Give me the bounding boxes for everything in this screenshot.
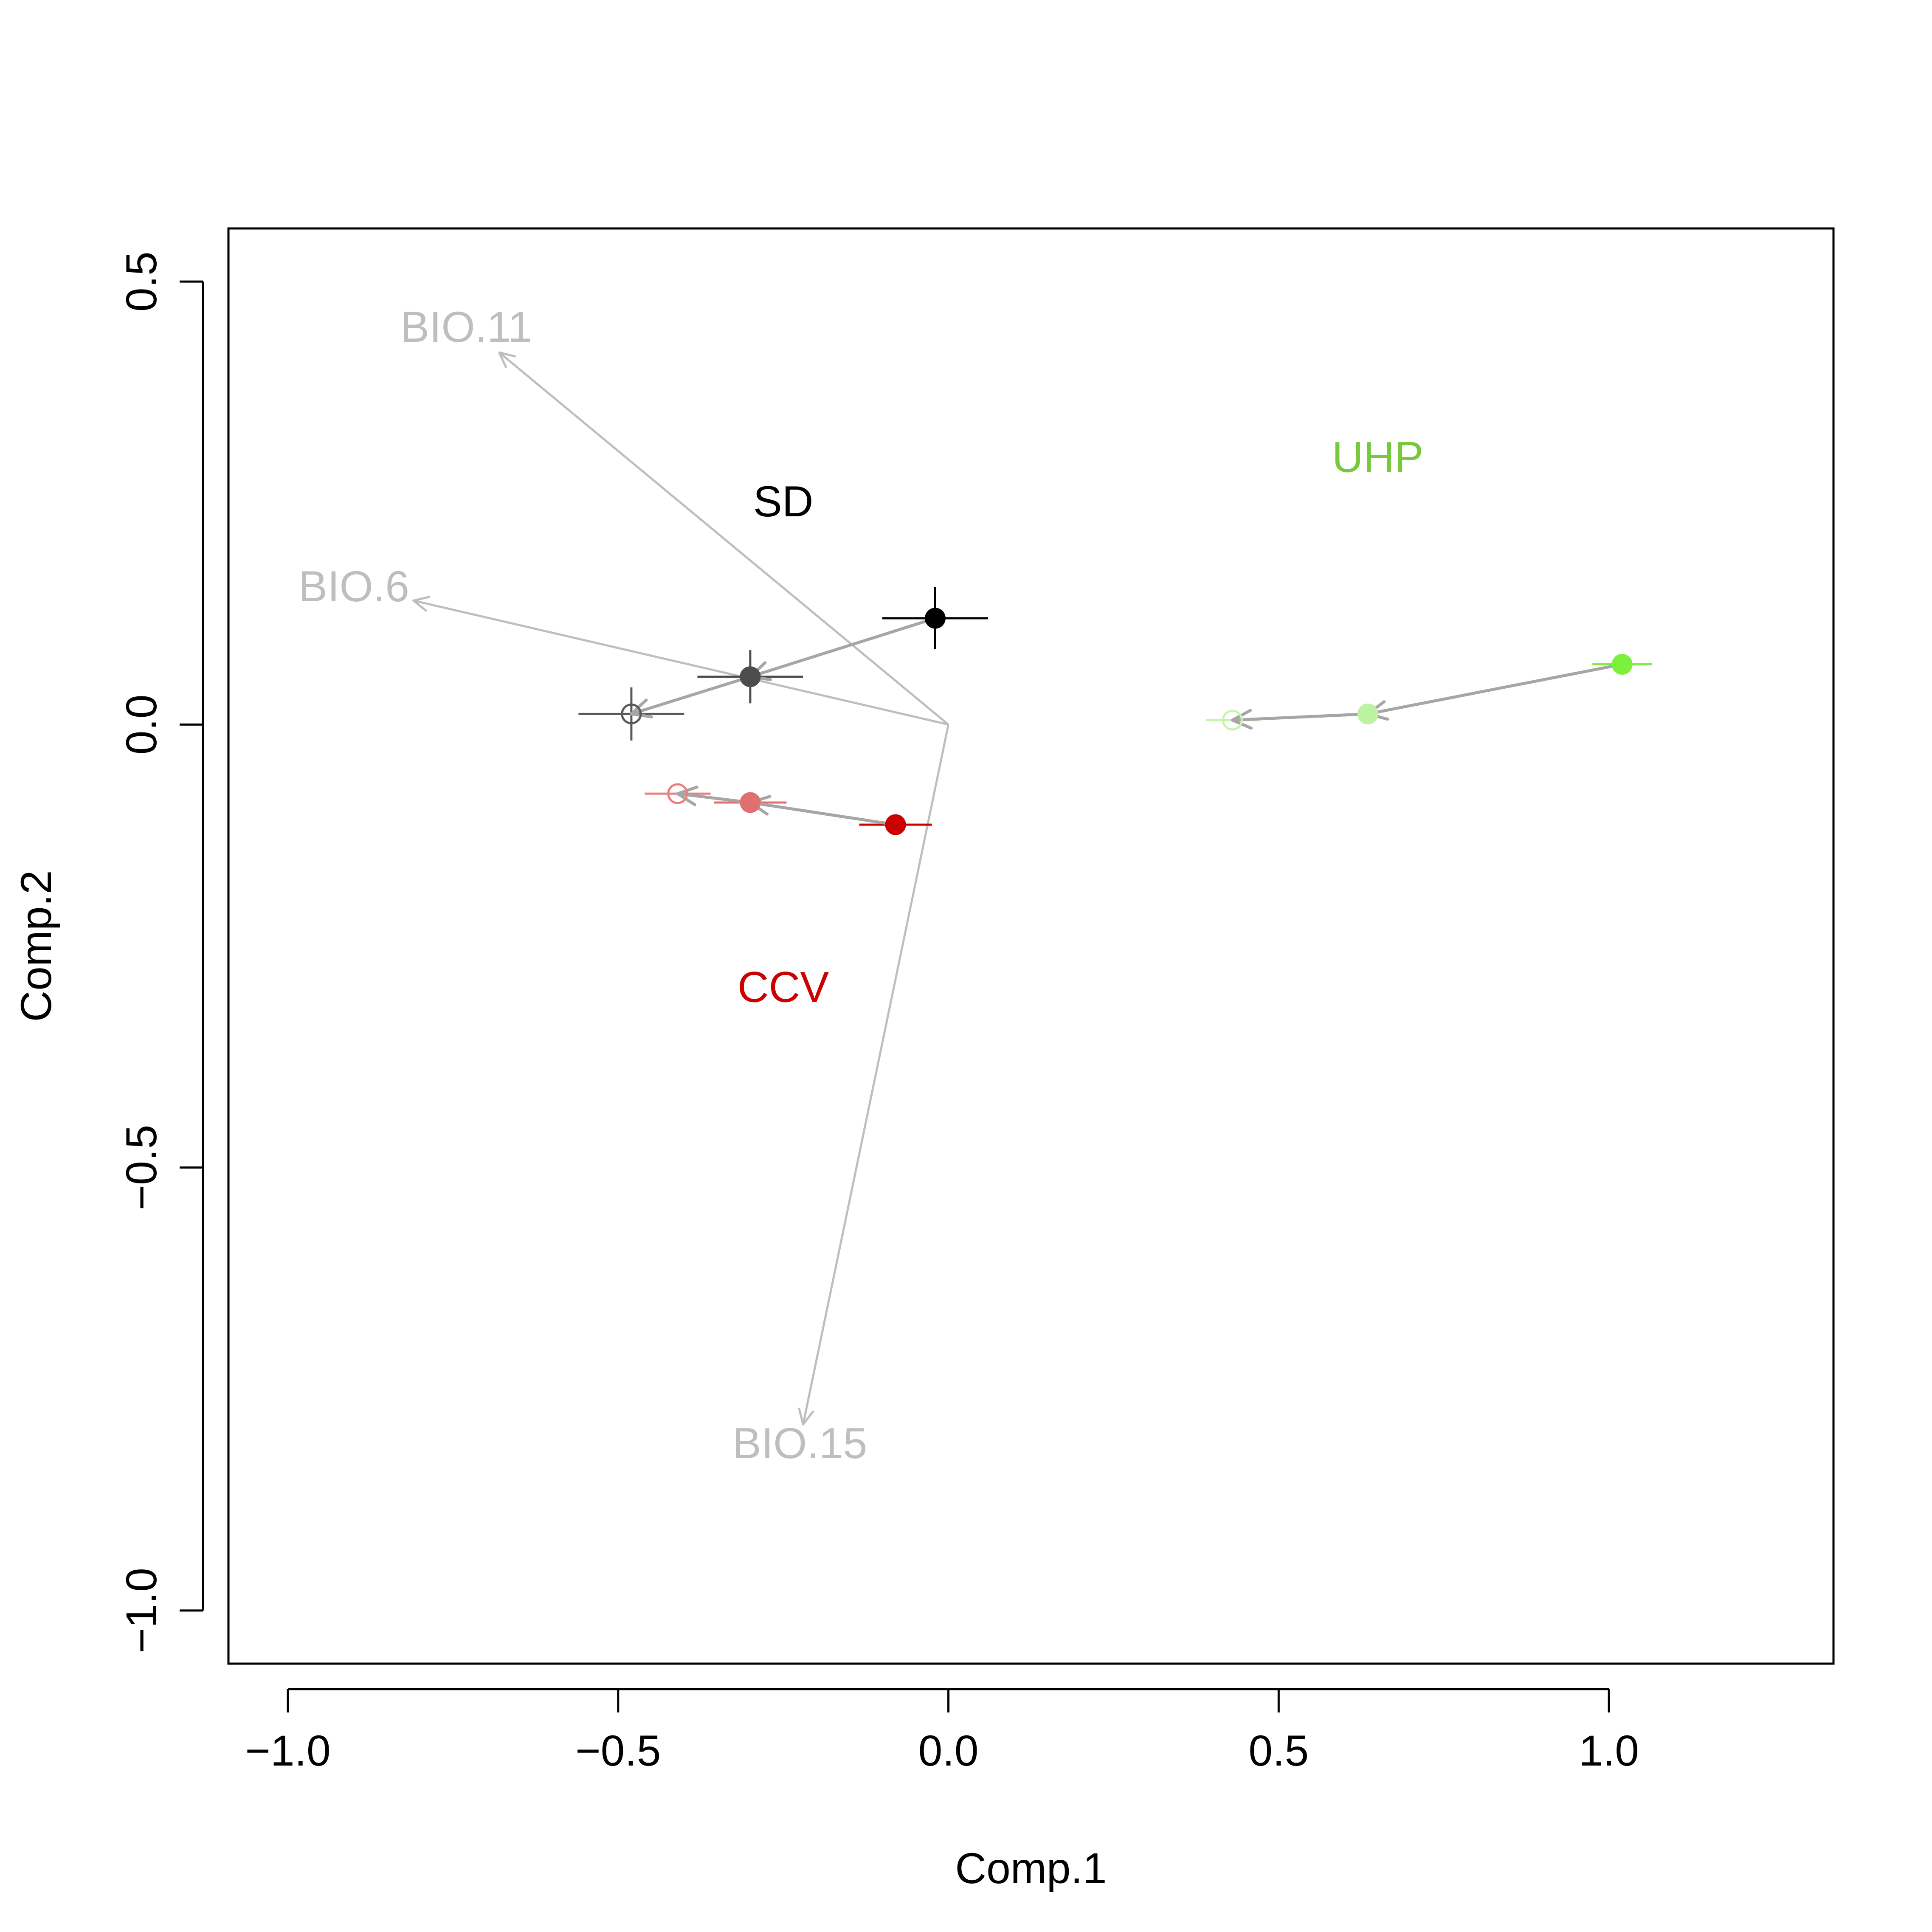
data-point <box>885 814 906 835</box>
vector-label: BIO.11 <box>400 303 532 351</box>
y-axis-title: Comp.2 <box>12 870 60 1022</box>
axes: −1.0 −0.5 0.0 0.5 1.0 −1.0 −0.5 0.0 0.5 <box>117 227 1835 1775</box>
vector-line <box>413 599 949 726</box>
plot-frame <box>227 227 1835 1665</box>
vector-line <box>802 724 950 1425</box>
x-tick-label: 0.0 <box>918 1726 979 1775</box>
trajectory-arrowhead <box>676 786 698 806</box>
x-tick-label: −0.5 <box>575 1726 661 1775</box>
vector-line <box>498 352 949 726</box>
plot-area: BIO.11 BIO.6 BIO.15 SD CCV UHP <box>299 303 1652 1467</box>
trajectory-line <box>677 792 751 804</box>
trajectory-line <box>631 675 751 715</box>
vector-label: BIO.6 <box>299 562 409 611</box>
trajectory-line <box>1367 663 1622 715</box>
y-tick-label: 0.5 <box>117 251 166 312</box>
group-label: SD <box>753 477 814 526</box>
data-point <box>667 783 688 804</box>
trajectory-arrowhead <box>630 698 653 718</box>
y-tick-label: −1.0 <box>117 1568 166 1653</box>
group-label: UHP <box>1332 433 1423 482</box>
trajectory-line <box>749 617 936 679</box>
vector-arrowhead <box>412 596 431 612</box>
vector-arrowhead <box>498 351 516 369</box>
data-point <box>740 792 761 813</box>
data-point <box>740 666 761 687</box>
data-point <box>621 703 642 724</box>
x-tick-label: 1.0 <box>1579 1726 1639 1775</box>
group-label: CCV <box>738 963 829 1011</box>
data-point <box>1357 703 1378 724</box>
vector-label: BIO.15 <box>732 1419 867 1467</box>
x-tick-label: −1.0 <box>245 1726 330 1775</box>
y-tick-label: 0.0 <box>117 694 166 755</box>
trajectory-line <box>750 801 896 826</box>
data-point <box>924 608 946 629</box>
vector-arrowhead <box>798 1408 814 1426</box>
x-tick-label: 0.5 <box>1248 1726 1309 1775</box>
data-point <box>1611 654 1633 675</box>
data-point <box>1222 710 1243 731</box>
trajectory-line <box>1232 712 1368 722</box>
x-axis-title: Comp.1 <box>955 1844 1107 1893</box>
y-tick-label: −0.5 <box>117 1125 166 1210</box>
trajectory-arrowhead <box>1231 709 1253 730</box>
